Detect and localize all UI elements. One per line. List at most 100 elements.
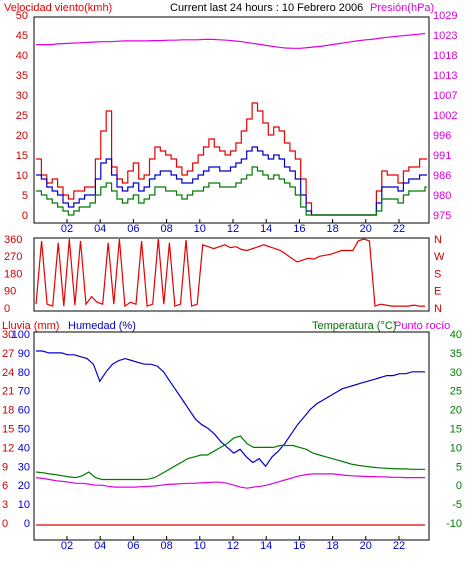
wind-x-tick-label: 14 <box>260 223 272 235</box>
temperature-y-tick-label: 35 <box>450 348 462 360</box>
temperature-y-tick-label: 20 <box>450 405 462 417</box>
direction-y-tick-label: 360 <box>4 234 22 246</box>
humidity-y-tick-label: 30 <box>18 461 30 473</box>
humidity-x-tick-label: 18 <box>326 540 338 552</box>
temperature-y-tick-label: 40 <box>450 329 462 341</box>
rain-y-tick-label: 27 <box>2 348 14 360</box>
wind-panel-frame <box>33 16 430 224</box>
temperature-y-tick-label: 15 <box>450 424 462 436</box>
direction-y-tick-label: 270 <box>4 251 22 263</box>
temperature-y-tick-label: 30 <box>450 367 462 379</box>
humidity-x-tick-label: 14 <box>260 540 272 552</box>
pressure-y-tick-label: 986 <box>433 170 451 182</box>
pressure-y-tick-label: 975 <box>433 210 451 222</box>
direction-y-tick-label: 90 <box>4 286 16 298</box>
humidity-y-tick-label: 10 <box>18 499 30 511</box>
direction-y-tick-label: 0 <box>4 303 10 315</box>
wind-x-tick-label: 02 <box>61 223 73 235</box>
humidity-y-tick-label: 70 <box>18 386 30 398</box>
pressure-axis-title: Presión(hPa) <box>370 2 434 14</box>
wind-y-tick-label: 45 <box>16 30 28 42</box>
wind-y-tick-label: 5 <box>22 190 28 202</box>
humidity-y-tick-label: 20 <box>18 480 30 492</box>
series-racha-mínima <box>36 166 427 216</box>
humidity-y-tick-label: 80 <box>18 367 30 379</box>
dewpoint-axis-title: Punto rocío <box>394 320 450 332</box>
direction-panel-frame <box>33 237 430 312</box>
humidity-axis-title: Humedad (%) <box>68 320 136 332</box>
wind-x-tick-label: 06 <box>127 223 139 235</box>
humidity-y-tick-label: 60 <box>18 405 30 417</box>
wind-y-tick-label: 15 <box>16 150 28 162</box>
compass-tick-label: S <box>434 268 441 280</box>
pressure-y-tick-label: 1029 <box>433 10 457 22</box>
wind-y-tick-label: 10 <box>16 170 28 182</box>
wind-y-tick-label: 25 <box>16 110 28 122</box>
temperature-y-tick-label: -5 <box>452 499 462 511</box>
humidity-x-tick-label: 22 <box>393 540 405 552</box>
humidity-y-tick-label: 0 <box>24 518 30 530</box>
compass-tick-label: W <box>434 251 445 263</box>
wind-x-tick-label: 10 <box>194 223 206 235</box>
humidity-y-tick-label: 40 <box>18 442 30 454</box>
wind-speed-axis-title: Velocidad viento(kmh) <box>4 2 112 14</box>
temperature-y-tick-label: 10 <box>450 442 462 454</box>
temperature-y-tick-label: -10 <box>446 518 462 530</box>
wind-x-tick-label: 16 <box>293 223 305 235</box>
pressure-y-tick-label: 1002 <box>433 110 457 122</box>
wind-y-tick-label: 50 <box>16 10 28 22</box>
humidity-x-tick-label: 02 <box>61 540 73 552</box>
wind-x-tick-label: 20 <box>360 223 372 235</box>
wind-x-tick-label: 08 <box>160 223 172 235</box>
chart-title: Current last 24 hours : 10 Febrero 2006 <box>170 2 363 14</box>
humidity-y-tick-label: 90 <box>18 348 30 360</box>
series-temperatura <box>35 435 425 481</box>
rain-y-tick-label: 9 <box>2 461 8 473</box>
series-presión <box>36 32 426 49</box>
wind-x-tick-label: 18 <box>326 223 338 235</box>
humidity-x-tick-label: 04 <box>94 540 106 552</box>
rain-y-tick-label: 24 <box>2 367 14 379</box>
series-humedad <box>36 350 425 468</box>
rain-y-tick-label: 12 <box>2 442 14 454</box>
compass-tick-label: N <box>434 303 442 315</box>
humidity-x-tick-label: 08 <box>160 540 172 552</box>
pressure-y-tick-label: 1018 <box>433 50 457 62</box>
temperature-y-tick-label: 25 <box>450 386 462 398</box>
pressure-y-tick-label: 991 <box>433 150 451 162</box>
rain-y-tick-label: 3 <box>2 499 8 511</box>
direction-y-tick-label: 180 <box>4 268 22 280</box>
rain-y-tick-label: 6 <box>2 480 8 492</box>
series-promedio <box>36 146 427 216</box>
wind-y-tick-label: 30 <box>16 90 28 102</box>
rain-y-tick-label: 30 <box>2 329 14 341</box>
wind-y-tick-label: 20 <box>16 130 28 142</box>
series-punto-rocio <box>35 473 425 489</box>
wind-y-tick-label: 0 <box>22 210 28 222</box>
wind-x-tick-label: 22 <box>393 223 405 235</box>
humidity-x-tick-label: 10 <box>194 540 206 552</box>
compass-tick-label: E <box>434 286 441 298</box>
temperature-y-tick-label: 5 <box>456 461 462 473</box>
pressure-y-tick-label: 996 <box>433 130 451 142</box>
chart-marks: 0510152025303540455097598098699199610021… <box>2 10 462 552</box>
humidity-x-tick-label: 06 <box>127 540 139 552</box>
wind-y-tick-label: 40 <box>16 50 28 62</box>
series-direccion <box>35 238 425 308</box>
temperature-y-tick-label: 0 <box>456 480 462 492</box>
wind-x-tick-label: 04 <box>94 223 106 235</box>
compass-tick-label: N <box>434 234 442 246</box>
wind-x-tick-label: 12 <box>227 223 239 235</box>
temperature-axis-title: Temperatura (°C) <box>312 320 396 332</box>
rain-axis-title: Lluvia (mm) <box>2 320 59 332</box>
pressure-y-tick-label: 980 <box>433 190 451 202</box>
humidity-x-tick-label: 16 <box>293 540 305 552</box>
rain-y-tick-label: 21 <box>2 386 14 398</box>
humidity-y-tick-label: 50 <box>18 424 30 436</box>
humidity-y-tick-label: 100 <box>12 329 30 341</box>
humidity-x-tick-label: 20 <box>360 540 372 552</box>
pressure-y-tick-label: 1023 <box>433 30 457 42</box>
pressure-y-tick-label: 1007 <box>433 90 457 102</box>
rain-y-tick-label: 0 <box>2 518 8 530</box>
